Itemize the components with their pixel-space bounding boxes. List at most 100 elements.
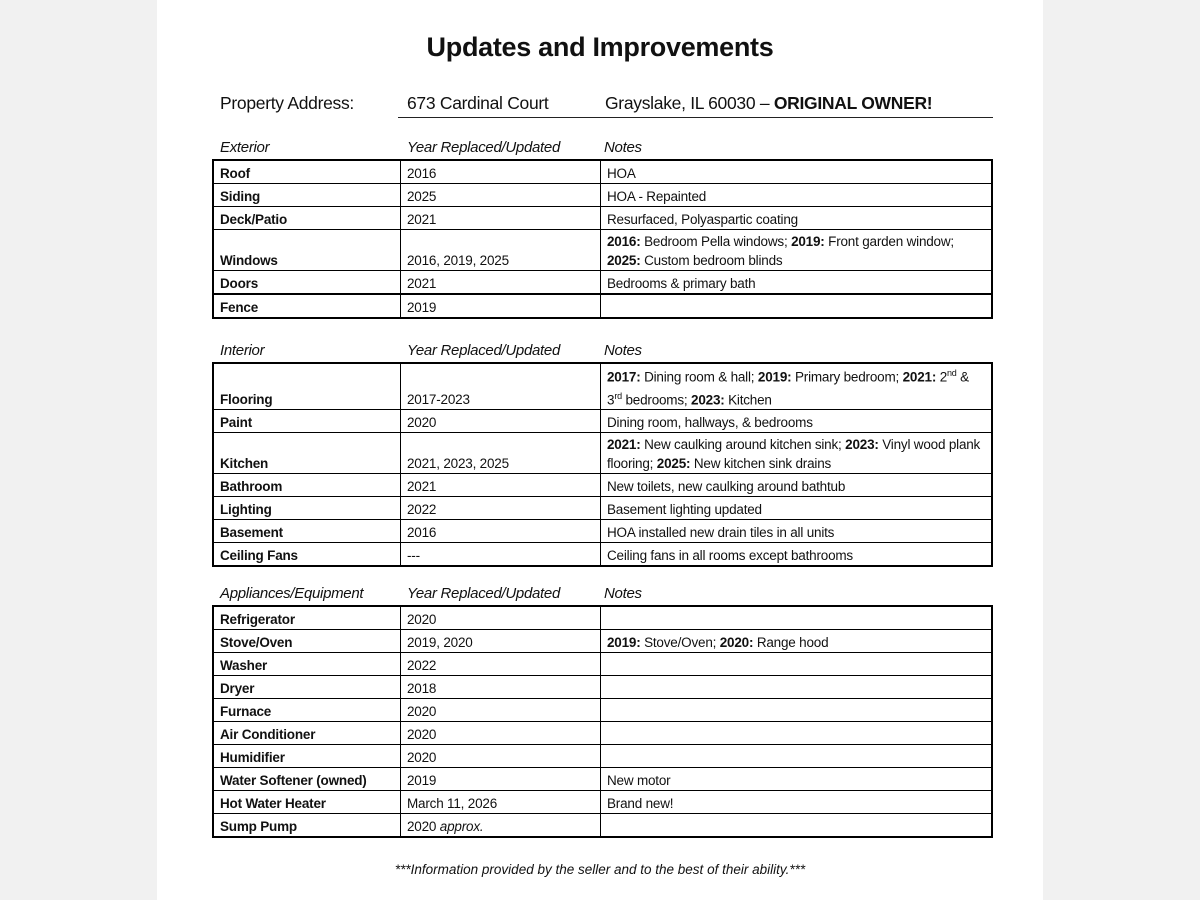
note-text: Vinyl wood plank flooring; bbox=[607, 437, 981, 471]
year-text: 2021 bbox=[407, 212, 437, 227]
table-row: Washer 2022 bbox=[212, 652, 993, 676]
notes-cell: Bedrooms & primary bath bbox=[600, 270, 993, 295]
table-row: Air Conditioner 2020 bbox=[212, 721, 993, 745]
year-cell: 2020 bbox=[400, 744, 601, 768]
notes-cell: Dining room, hallways, & bedrooms bbox=[600, 409, 993, 433]
notes-cell: HOA - Repainted bbox=[600, 183, 993, 207]
item-cell: Siding bbox=[212, 183, 401, 207]
interior-table: Flooring 2017-2023 2017: Dining room & hal… bbox=[212, 362, 993, 567]
table-row: Basement 2016 HOA installed new drain tile… bbox=[212, 519, 993, 543]
note-text: New toilets, new caulking around bathtub bbox=[607, 479, 846, 494]
document-page: Updates and Improvements Property Addres… bbox=[157, 0, 1043, 900]
city-text: Grayslake, IL 60030 – bbox=[605, 93, 774, 113]
note-text: bedrooms; bbox=[621, 392, 692, 407]
note-text: 2020: bbox=[719, 635, 754, 650]
address-city: Grayslake, IL 60030 – ORIGINAL OWNER! bbox=[605, 93, 933, 114]
page-title: Updates and Improvements bbox=[426, 32, 774, 62]
note-text: 2023: bbox=[845, 437, 879, 452]
item-cell: Kitchen bbox=[212, 432, 401, 474]
item-cell: Sump Pump bbox=[212, 813, 401, 838]
notes-cell bbox=[600, 652, 993, 676]
year-text: 2016, 2019, 2025 bbox=[407, 253, 509, 268]
notes-cell: Resurfaced, Polyaspartic coating bbox=[600, 206, 993, 230]
year-text: 2022 bbox=[407, 502, 437, 517]
notes-cell bbox=[600, 293, 993, 319]
year-cell: 2022 bbox=[400, 652, 601, 676]
note-text: Bedroom Pella windows; bbox=[640, 234, 792, 249]
notes-cell: 2016: Bedroom Pella windows; 2019: Front… bbox=[600, 229, 993, 271]
table-row: Roof 2016 HOA bbox=[212, 159, 993, 184]
year-text: March 11, 2026 bbox=[407, 796, 498, 811]
year-text: 2020 bbox=[407, 612, 437, 627]
note-text: rd bbox=[614, 390, 622, 401]
table-row: Deck/Patio 2021 Resurfaced, Polyaspartic c… bbox=[212, 206, 993, 230]
notes-cell: Basement lighting updated bbox=[600, 496, 993, 520]
notes-cell bbox=[600, 721, 993, 745]
note-text: 2021: bbox=[902, 369, 937, 385]
year-cell: 2019 bbox=[400, 293, 601, 319]
year-cell: 2018 bbox=[400, 675, 601, 699]
note-text: Dining room, hallways, & bedrooms bbox=[607, 415, 813, 430]
note-text: Bedrooms & primary bath bbox=[607, 276, 756, 291]
notes-cell bbox=[600, 744, 993, 768]
table-row: Flooring 2017-2023 2017: Dining room & hal… bbox=[212, 362, 993, 410]
item-cell: Windows bbox=[212, 229, 401, 271]
year-cell: March 11, 2026 bbox=[400, 790, 601, 814]
year-text: 2020 bbox=[407, 415, 437, 430]
note-text: 2 bbox=[936, 369, 948, 385]
notes-header: Notes bbox=[604, 585, 642, 602]
year-header: Year Replaced/Updated bbox=[407, 585, 560, 602]
year-cell: 2020 bbox=[400, 721, 601, 745]
note-text: Dining room & hall; bbox=[640, 369, 758, 385]
year-cell: 2016 bbox=[400, 159, 601, 184]
table-row: Ceiling Fans --- Ceiling fans in all rooms… bbox=[212, 542, 993, 567]
note-text: HOA bbox=[607, 166, 636, 181]
year-cell: 2016, 2019, 2025 bbox=[400, 229, 601, 271]
note-text: Primary bedroom; bbox=[791, 369, 903, 385]
item-cell: Roof bbox=[212, 159, 401, 184]
item-cell: Ceiling Fans bbox=[212, 542, 401, 567]
year-text: 2022 bbox=[407, 658, 437, 673]
item-cell: Deck/Patio bbox=[212, 206, 401, 230]
table-row: Sump Pump 2020 approx. bbox=[212, 813, 993, 838]
note-text: HOA installed new drain tiles in all uni… bbox=[607, 525, 835, 540]
year-text: 2021 bbox=[407, 276, 437, 291]
year-cell: 2019, 2020 bbox=[400, 629, 601, 653]
note-text: Basement lighting updated bbox=[607, 502, 762, 517]
table-row: Refrigerator 2020 bbox=[212, 605, 993, 630]
notes-cell bbox=[600, 605, 993, 630]
year-cell: 2022 bbox=[400, 496, 601, 520]
item-cell: Dryer bbox=[212, 675, 401, 699]
notes-cell bbox=[600, 675, 993, 699]
table-row: Doors 2021 Bedrooms & primary bath bbox=[212, 270, 993, 295]
notes-cell: 2021: New caulking around kitchen sink; … bbox=[600, 432, 993, 474]
item-cell: Refrigerator bbox=[212, 605, 401, 630]
notes-cell bbox=[600, 813, 993, 838]
table-row: Windows 2016, 2019, 2025 2016: Bedroom Pel… bbox=[212, 229, 993, 271]
appliances-table: Refrigerator 2020 Stove/Oven 2019, 2020 2019… bbox=[212, 605, 993, 838]
year-cell: 2016 bbox=[400, 519, 601, 543]
note-text: Custom bedroom blinds bbox=[640, 253, 783, 268]
item-cell: Doors bbox=[212, 270, 401, 295]
year-cell: 2025 bbox=[400, 183, 601, 207]
address-underline bbox=[398, 117, 993, 118]
item-cell: Air Conditioner bbox=[212, 721, 401, 745]
year-text: 2018 bbox=[407, 681, 437, 696]
footer-note: ***Information provided by the seller an… bbox=[394, 862, 806, 877]
note-text: Resurfaced, Polyaspartic coating bbox=[607, 212, 798, 227]
year-text: 2019 bbox=[407, 773, 437, 788]
item-cell: Stove/Oven bbox=[212, 629, 401, 653]
year-cell: 2020 bbox=[400, 605, 601, 630]
table-row: Lighting 2022 Basement lighting updated bbox=[212, 496, 993, 520]
exterior-table: Roof 2016 HOA Siding 2025 HOA - Repainted Deck… bbox=[212, 159, 993, 319]
year-text: 2020 bbox=[407, 727, 437, 742]
year-header: Year Replaced/Updated bbox=[407, 139, 560, 156]
notes-cell: HOA installed new drain tiles in all uni… bbox=[600, 519, 993, 543]
note-text: Front garden window; bbox=[824, 234, 954, 249]
notes-cell: Ceiling fans in all rooms except bathroo… bbox=[600, 542, 993, 567]
year-text: 2025 bbox=[407, 189, 437, 204]
year-cell: 2021 bbox=[400, 206, 601, 230]
year-cell: 2020 bbox=[400, 698, 601, 722]
year-cell: 2021 bbox=[400, 473, 601, 497]
category-header: Interior bbox=[220, 342, 265, 359]
